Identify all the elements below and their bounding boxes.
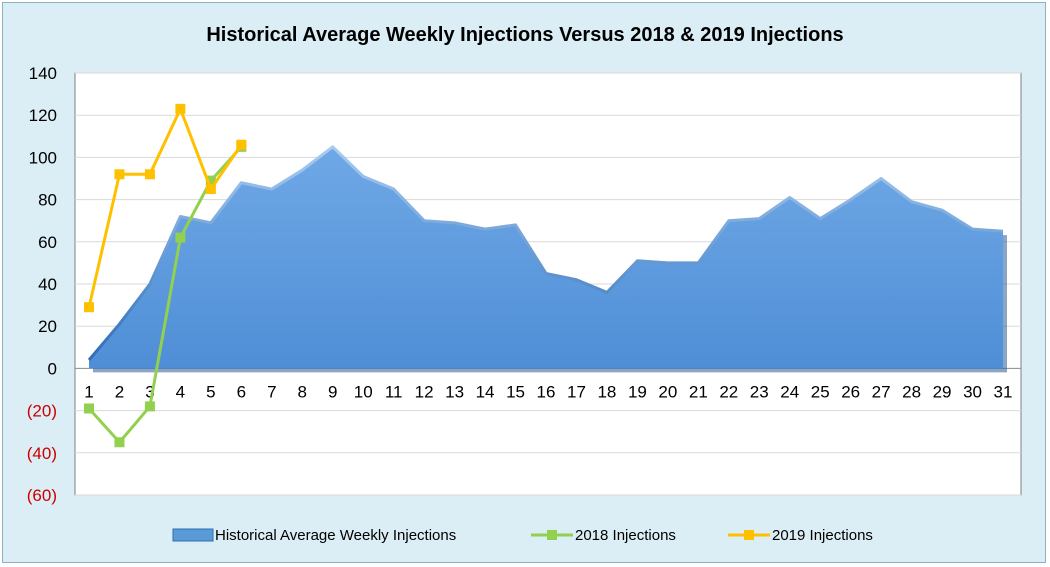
x-tick-label: 14 [476, 382, 495, 401]
series-2018-point [84, 403, 94, 414]
x-tick-label: 5 [206, 382, 215, 401]
chart-title: Historical Average Weekly Injections Ver… [206, 24, 843, 46]
x-tick-label: 20 [658, 382, 677, 401]
series-historical-edge [87, 145, 1004, 361]
legend-swatch-historical [172, 528, 214, 542]
x-tick-label: 9 [328, 382, 337, 401]
x-tick-label: 17 [567, 382, 586, 401]
series-2019-point [114, 169, 125, 180]
x-tick-label: 7 [267, 382, 276, 401]
y-tick-label: 80 [38, 191, 57, 210]
x-tick-label: 29 [933, 382, 952, 401]
series-historical-area [89, 146, 1003, 369]
x-tick-label: 11 [385, 382, 403, 401]
x-tick-label: 16 [537, 382, 556, 401]
y-tick-label: 140 [29, 64, 57, 83]
x-tick-label: 26 [841, 382, 860, 401]
series-2018-line [87, 145, 243, 444]
series-2018-point [144, 401, 155, 412]
x-tick-label: 23 [750, 382, 769, 401]
x-tick-label: 27 [872, 382, 891, 401]
chart-canvas: Historical Average Weekly Injections Ver… [27, 24, 1022, 544]
x-tick-label: 12 [415, 382, 434, 401]
legend-label-historical: Historical Average Weekly Injections [215, 527, 456, 544]
series-2019-point [175, 103, 186, 114]
x-tick-label: 3 [145, 382, 154, 401]
x-tick-label: 2 [115, 382, 124, 401]
y-tick-label: 20 [38, 317, 57, 336]
y-tick-label: (60) [27, 486, 57, 505]
series-2019-line [87, 107, 243, 308]
series-2018-point [205, 175, 216, 186]
x-tick-label: 21 [689, 382, 708, 401]
y-tick-label: 0 [48, 359, 57, 378]
x-tick-label: 13 [445, 382, 464, 401]
x-tick-label: 15 [506, 382, 525, 401]
y-tick-label: (20) [27, 402, 57, 421]
x-tick-label: 4 [176, 382, 185, 401]
series-2018-point [114, 437, 125, 448]
y-tick-label: 120 [29, 106, 57, 125]
x-tick-label: 19 [628, 382, 647, 401]
x-tick-label: 10 [354, 382, 373, 401]
legend-label-2018: 2018 Injections [575, 527, 676, 544]
legend-label-2019: 2019 Injections [772, 527, 873, 544]
x-tick-label: 28 [902, 382, 921, 401]
y-tick-label: (40) [27, 444, 57, 463]
x-tick-label: 6 [237, 382, 246, 401]
x-tick-label: 18 [597, 382, 616, 401]
series-2018-point [175, 232, 186, 243]
y-tick-label: 40 [38, 275, 57, 294]
y-tick-label: 100 [29, 148, 57, 167]
x-tick-label: 1 [84, 382, 93, 401]
x-tick-label: 24 [780, 382, 799, 401]
series-2019-point [205, 184, 216, 195]
legend-marker-2018 [547, 530, 557, 540]
x-tick-label: 22 [719, 382, 738, 401]
x-tick-label: 30 [963, 382, 982, 401]
y-tick-label: 60 [38, 233, 57, 252]
x-tick-label: 8 [298, 382, 307, 401]
series-2019-point [84, 302, 94, 313]
series-2019-point [144, 169, 155, 180]
x-tick-label: 31 [994, 382, 1013, 401]
series-2019-point [236, 139, 247, 150]
legend-marker-2019 [744, 530, 754, 540]
x-tick-label: 25 [811, 382, 830, 401]
